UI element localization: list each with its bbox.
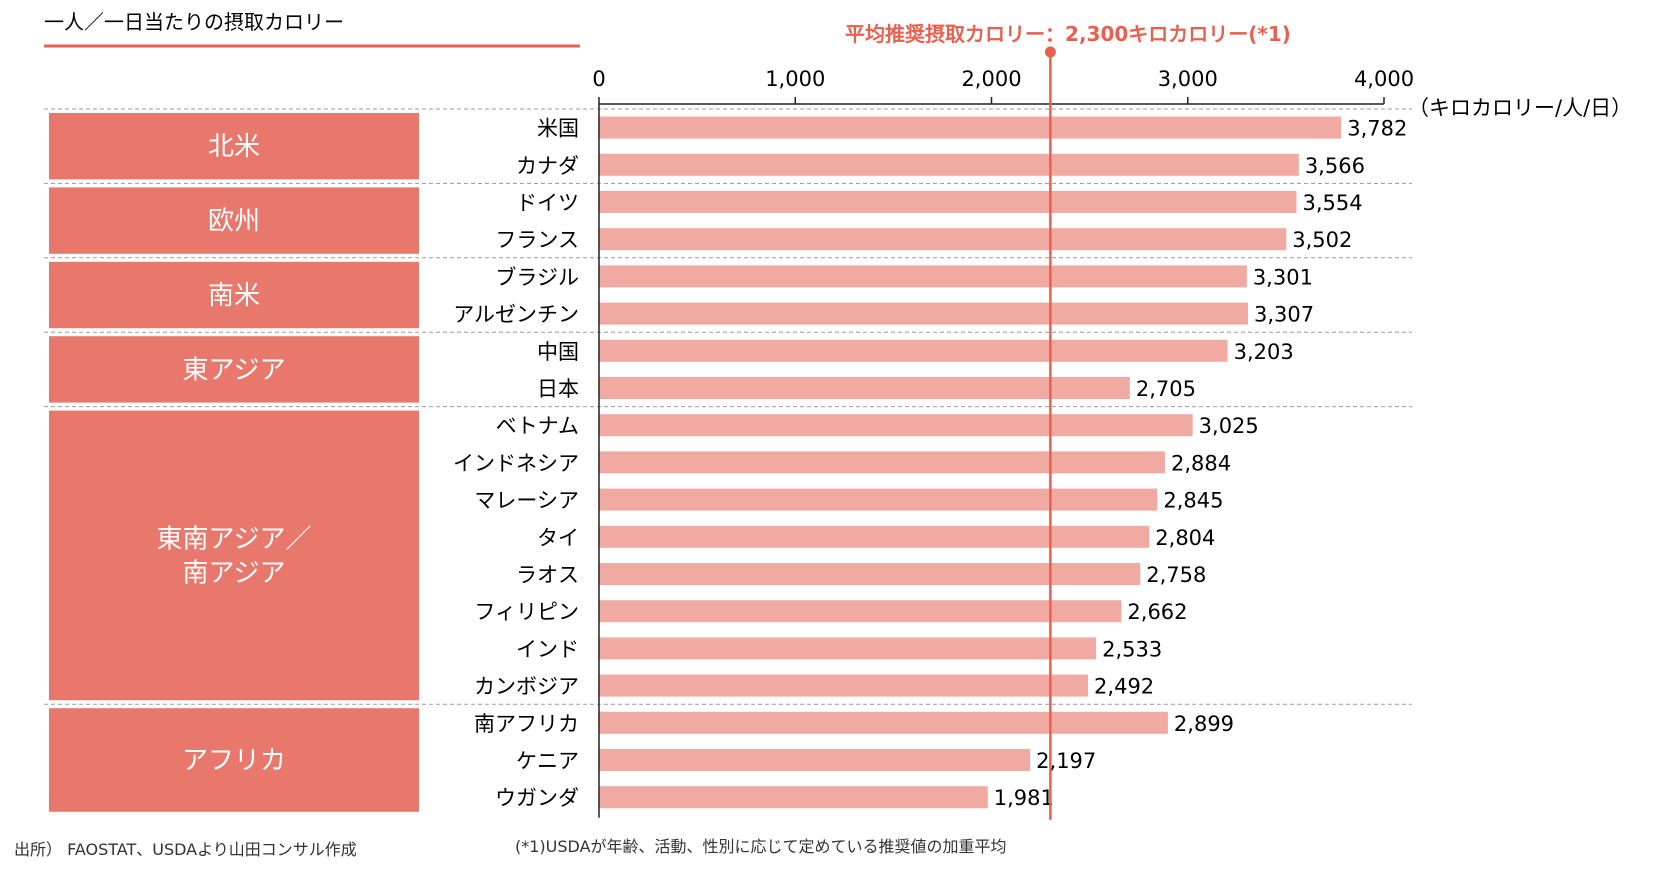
category-label: ウガンダ (495, 786, 579, 810)
x-tick-label: 4,000 (1354, 67, 1414, 91)
bar-12 (599, 525, 1150, 548)
bar-19 (599, 786, 988, 809)
region-box (49, 261, 419, 329)
region-label: 東南アジア／ (157, 524, 312, 554)
region-label: 南米 (208, 281, 260, 311)
category-label: インド (516, 637, 579, 661)
region-label: 南アジア (183, 558, 286, 588)
region-label: アフリカ (182, 746, 286, 776)
bar-7 (599, 339, 1228, 362)
bar-15 (599, 637, 1097, 660)
x-tick-label: 3,000 (1158, 67, 1218, 91)
category-label: タイ (537, 526, 579, 550)
category-label: インドネシア (453, 451, 579, 475)
region-box (49, 113, 419, 180)
category-label: アルゼンチン (453, 303, 579, 327)
value-label: 2,845 (1163, 489, 1223, 513)
value-label: 3,782 (1347, 117, 1407, 141)
bar-9 (599, 414, 1193, 437)
bar-5 (599, 265, 1247, 288)
value-label: 2,492 (1094, 675, 1154, 699)
region-label: 欧州 (208, 207, 260, 237)
source-note: 出所） FAOSTAT、USDAより山田コンサル作成 (14, 840, 357, 859)
category-label: 中国 (537, 340, 579, 364)
category-label: 日本 (537, 377, 579, 401)
x-axis-unit-label: （キロカロリー/人/日） (1408, 96, 1632, 120)
chart-title: 一人／一日当たりの摂取カロリー (44, 10, 344, 34)
bar-16 (599, 674, 1089, 697)
footnote: (*1)USDAが年齢、活動、性別に応じて定めている推奨値の加重平均 (515, 837, 1007, 856)
bar-8 (599, 377, 1130, 399)
region-box (49, 336, 419, 403)
value-label: 1,981 (994, 786, 1054, 810)
value-label: 2,705 (1136, 377, 1196, 401)
category-label: カンボジア (474, 675, 579, 699)
category-label: ラオス (516, 563, 579, 587)
category-label: カナダ (516, 154, 579, 178)
category-label: ケニア (516, 749, 579, 773)
x-tick-label: 1,000 (765, 67, 825, 91)
category-label: マレーシア (474, 489, 579, 513)
bar-11 (599, 488, 1158, 511)
value-label: 3,301 (1253, 265, 1313, 289)
value-label: 2,758 (1146, 563, 1206, 587)
value-label: 2,899 (1174, 712, 1234, 736)
bar-17 (599, 711, 1168, 734)
group-dividers (44, 108, 1412, 705)
category-label: フランス (495, 228, 579, 252)
value-label: 2,197 (1036, 749, 1096, 773)
category-label: ブラジル (495, 265, 579, 289)
value-label: 3,502 (1292, 228, 1352, 252)
x-tick-label: 0 (592, 67, 605, 91)
category-label: 南アフリカ (474, 712, 579, 736)
reference-line (1044, 46, 1056, 820)
value-label: 3,554 (1302, 191, 1362, 215)
bar-18 (599, 749, 1031, 771)
category-label: ベトナム (496, 414, 579, 438)
bar-10 (599, 451, 1165, 474)
category-labels: 米国カナダドイツフランスブラジルアルゼンチン中国日本ベトナムインドネシアマレーシ… (453, 117, 579, 811)
value-labels: 3,782 3,566 3,554 3,502 3,301 3,307 3,203 2,705… (994, 117, 1408, 811)
bar-2 (599, 153, 1299, 176)
region-box (49, 410, 419, 701)
category-label: フィリピン (474, 600, 579, 624)
bar-14 (599, 600, 1122, 623)
region-box (49, 187, 419, 254)
bar-13 (599, 563, 1141, 585)
reference-line-dot (1044, 46, 1056, 58)
value-label: 2,884 (1171, 451, 1231, 475)
value-label: 2,662 (1127, 600, 1187, 624)
region-label: 東アジア (183, 355, 286, 385)
category-label: ドイツ (516, 191, 579, 215)
value-label: 2,804 (1155, 526, 1215, 550)
x-tick-label: 2,000 (961, 67, 1021, 91)
bar-1 (599, 116, 1342, 139)
reference-line-label: 平均推奨摂取カロリー：2,300キロカロリー(*1) (845, 22, 1291, 46)
value-label: 3,307 (1254, 303, 1314, 327)
value-label: 3,203 (1234, 340, 1294, 364)
bar-4 (599, 228, 1287, 251)
bars (599, 116, 1342, 809)
category-label: 米国 (537, 117, 579, 141)
bar-3 (599, 191, 1297, 213)
x-axis: 0 1,000 2,000 3,000 4,000 (592, 67, 1414, 818)
region-box (49, 708, 419, 812)
bar-6 (599, 302, 1248, 325)
value-label: 3,566 (1305, 154, 1365, 178)
region-label: 北米 (208, 132, 260, 162)
value-label: 2,533 (1102, 637, 1162, 661)
value-label: 3,025 (1199, 414, 1259, 438)
